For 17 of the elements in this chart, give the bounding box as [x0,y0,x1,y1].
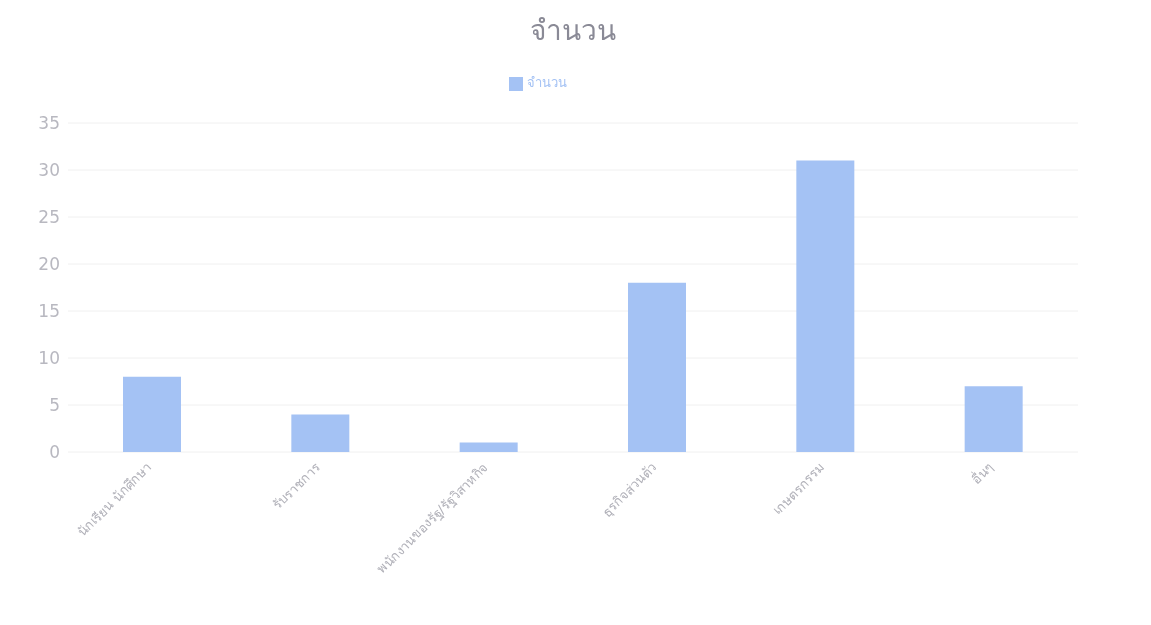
bar [964,386,1023,452]
bar [628,282,686,452]
y-tick-label: 10 [38,348,60,369]
bar [796,160,855,452]
y-tick-label: 20 [38,254,60,275]
y-tick-label: 0 [49,442,60,463]
y-tick-label: 35 [38,113,60,134]
bar [291,414,350,452]
bar [123,376,181,452]
y-tick-label: 15 [38,301,60,322]
y-tick-label: 5 [49,395,60,416]
legend-label: จำนวน [527,75,567,90]
x-tick-label: อื่นๆ [967,458,996,488]
y-tick-label: 25 [38,207,60,228]
chart-title: จำนวน [529,13,617,49]
y-tick-label: 30 [38,160,60,181]
bar [459,442,518,452]
